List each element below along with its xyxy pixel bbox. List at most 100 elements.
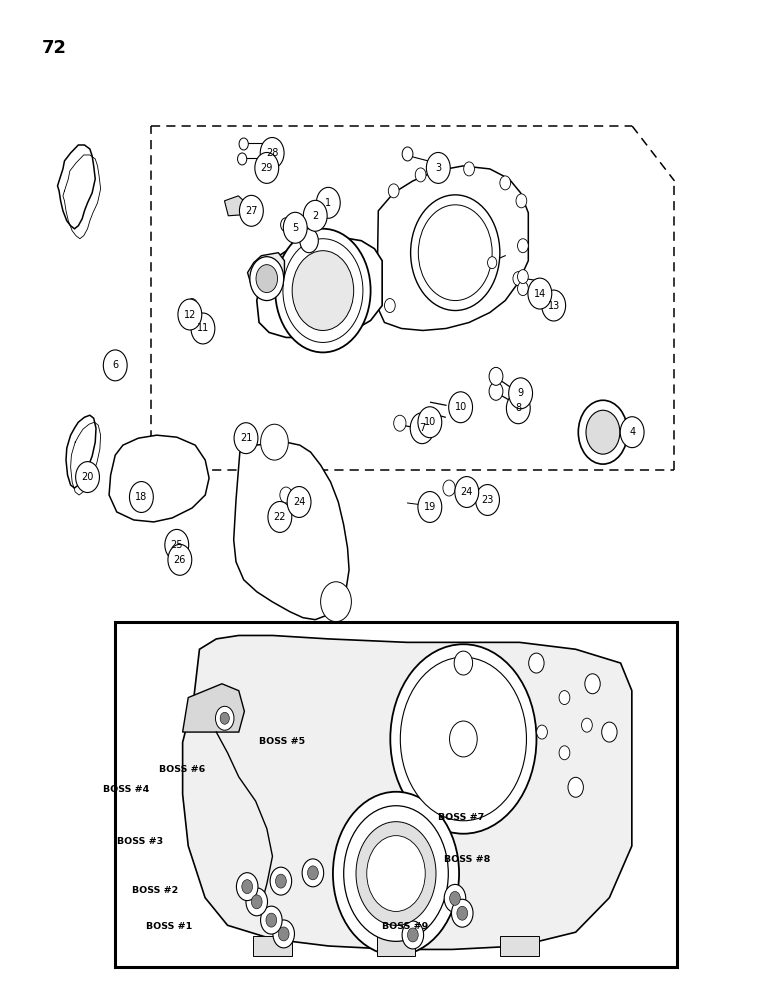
Circle shape — [488, 257, 496, 269]
Circle shape — [279, 487, 292, 503]
Text: 10: 10 — [424, 417, 436, 427]
Circle shape — [256, 265, 278, 293]
Text: BOSS #3: BOSS #3 — [117, 837, 163, 846]
Circle shape — [261, 424, 288, 460]
Circle shape — [444, 884, 466, 912]
Circle shape — [443, 480, 455, 496]
Circle shape — [454, 651, 472, 675]
Text: 22: 22 — [273, 512, 286, 522]
Circle shape — [411, 195, 499, 311]
Circle shape — [276, 229, 371, 352]
Circle shape — [476, 485, 499, 515]
Text: 8: 8 — [515, 403, 521, 413]
Circle shape — [449, 721, 477, 757]
Text: 6: 6 — [112, 360, 118, 370]
Text: 26: 26 — [174, 555, 186, 565]
Polygon shape — [109, 435, 209, 522]
Circle shape — [356, 822, 436, 925]
Circle shape — [287, 487, 311, 517]
Circle shape — [76, 462, 100, 493]
Circle shape — [542, 290, 566, 321]
Circle shape — [234, 423, 258, 454]
Polygon shape — [257, 238, 382, 337]
Text: 24: 24 — [461, 487, 473, 497]
Text: 9: 9 — [517, 388, 523, 398]
Text: 72: 72 — [42, 39, 66, 57]
Circle shape — [585, 674, 600, 694]
Circle shape — [239, 195, 263, 226]
Text: BOSS #8: BOSS #8 — [444, 854, 490, 863]
Text: 23: 23 — [482, 495, 494, 505]
Text: BOSS #7: BOSS #7 — [438, 813, 485, 822]
Circle shape — [513, 272, 523, 286]
Circle shape — [516, 194, 527, 208]
Text: 11: 11 — [197, 323, 209, 333]
Text: 21: 21 — [240, 433, 252, 443]
Circle shape — [307, 866, 318, 880]
Circle shape — [103, 350, 127, 381]
Circle shape — [302, 859, 323, 887]
Circle shape — [620, 417, 644, 448]
Polygon shape — [225, 196, 246, 216]
Polygon shape — [234, 442, 349, 620]
Circle shape — [276, 874, 286, 888]
Circle shape — [292, 251, 354, 330]
Circle shape — [173, 548, 184, 562]
Circle shape — [528, 278, 552, 309]
Circle shape — [300, 229, 318, 253]
Circle shape — [236, 873, 258, 901]
Text: 24: 24 — [293, 497, 305, 507]
Circle shape — [418, 492, 442, 522]
Circle shape — [601, 722, 617, 742]
Circle shape — [449, 891, 460, 905]
Circle shape — [391, 644, 537, 834]
Polygon shape — [248, 253, 284, 293]
Circle shape — [320, 582, 351, 622]
Text: 2: 2 — [312, 211, 318, 221]
Polygon shape — [183, 635, 631, 949]
Text: 10: 10 — [455, 402, 467, 412]
Circle shape — [270, 867, 292, 895]
Circle shape — [303, 200, 327, 231]
Text: 1: 1 — [325, 198, 331, 208]
Circle shape — [168, 544, 191, 575]
Circle shape — [402, 147, 413, 161]
Circle shape — [529, 653, 544, 673]
Circle shape — [268, 501, 292, 532]
Polygon shape — [253, 936, 292, 956]
Circle shape — [418, 205, 493, 301]
Circle shape — [509, 378, 533, 409]
Text: 29: 29 — [261, 163, 273, 173]
Text: BOSS #5: BOSS #5 — [259, 737, 305, 746]
Circle shape — [238, 153, 247, 165]
Polygon shape — [239, 432, 251, 442]
Text: BOSS #1: BOSS #1 — [146, 922, 192, 931]
Circle shape — [283, 239, 363, 342]
Circle shape — [408, 928, 418, 942]
Circle shape — [279, 927, 289, 941]
Polygon shape — [500, 936, 539, 956]
Circle shape — [578, 400, 628, 464]
Circle shape — [464, 162, 475, 176]
Text: 12: 12 — [184, 310, 196, 320]
Circle shape — [255, 152, 279, 183]
Circle shape — [266, 913, 276, 927]
Circle shape — [344, 806, 449, 941]
Text: 7: 7 — [419, 423, 425, 433]
Circle shape — [455, 477, 479, 507]
Circle shape — [402, 921, 424, 949]
Circle shape — [280, 218, 291, 232]
Text: 13: 13 — [547, 301, 560, 311]
Circle shape — [415, 168, 426, 182]
Circle shape — [165, 529, 188, 560]
Circle shape — [568, 777, 584, 797]
Circle shape — [394, 415, 406, 431]
Circle shape — [401, 657, 527, 821]
Circle shape — [273, 920, 294, 948]
Circle shape — [384, 299, 395, 313]
Circle shape — [333, 792, 459, 955]
Text: 14: 14 — [533, 289, 546, 299]
Circle shape — [242, 880, 252, 894]
Circle shape — [418, 407, 442, 438]
Circle shape — [506, 393, 530, 424]
